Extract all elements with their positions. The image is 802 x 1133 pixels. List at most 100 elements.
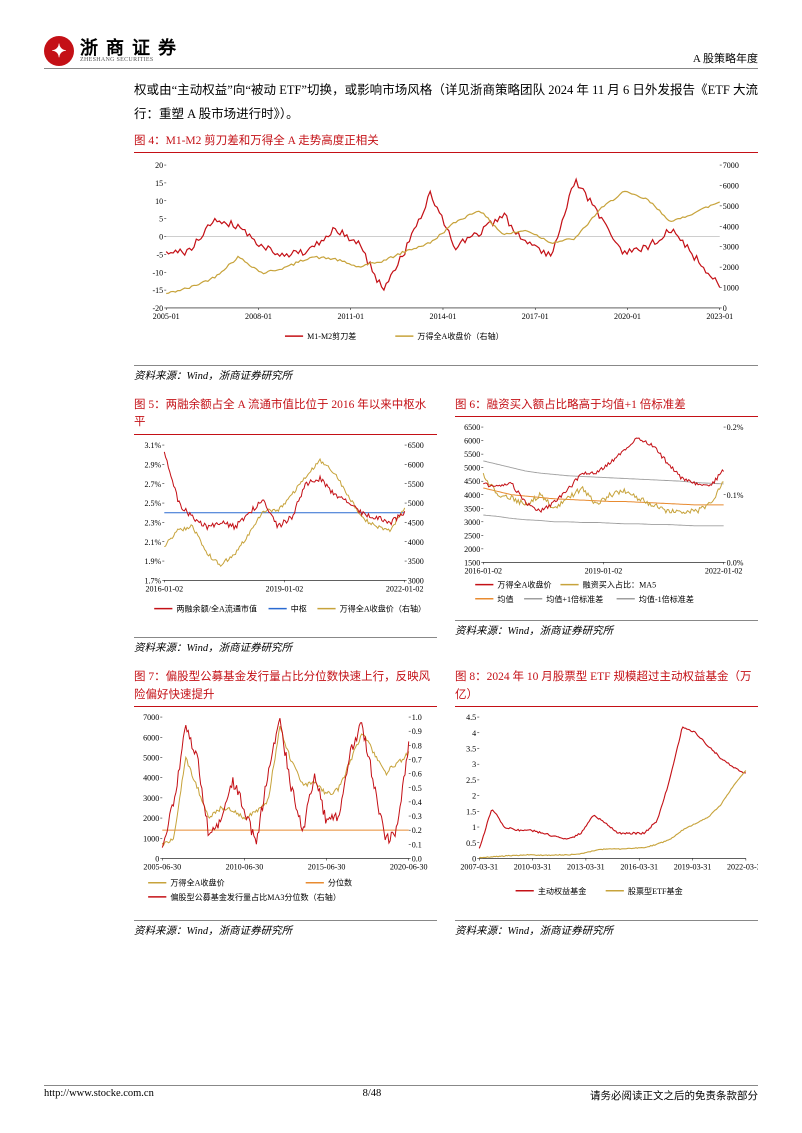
figure-6: 图 6：融资买入额占比略高于均值+1 倍标准差 1500200025003000… — [455, 397, 758, 655]
svg-text:均值: 均值 — [497, 594, 513, 604]
fig7-source: 资料来源：Wind，浙商证券研究所 — [134, 920, 437, 938]
fig7-chart: 010002000300040005000600070000.00.10.20.… — [134, 711, 437, 913]
svg-text:2019-03-31: 2019-03-31 — [674, 862, 712, 871]
svg-text:0.8: 0.8 — [412, 741, 422, 750]
svg-text:2020-06-30: 2020-06-30 — [390, 862, 428, 871]
svg-text:2019-01-02: 2019-01-02 — [266, 584, 304, 593]
svg-text:1.0: 1.0 — [412, 713, 422, 722]
svg-text:2000: 2000 — [723, 263, 739, 272]
svg-text:2.5: 2.5 — [466, 776, 476, 785]
svg-text:7000: 7000 — [723, 161, 739, 170]
svg-text:3500: 3500 — [408, 557, 424, 566]
svg-text:2015-06-30: 2015-06-30 — [308, 862, 346, 871]
svg-text:偏股型公募基金发行量占比MA3分位数（右轴）: 偏股型公募基金发行量占比MA3分位数（右轴） — [170, 892, 341, 902]
svg-text:5500: 5500 — [464, 450, 480, 459]
svg-text:6000: 6000 — [143, 733, 159, 742]
svg-text:0.2%: 0.2% — [727, 423, 744, 432]
svg-text:5000: 5000 — [408, 499, 424, 508]
svg-text:均值-1倍标准差: 均值-1倍标准差 — [639, 594, 694, 604]
svg-text:万得全A收盘价: 万得全A收盘价 — [497, 580, 551, 590]
svg-text:5500: 5500 — [408, 479, 424, 488]
fig5-chart: 1.7%1.9%2.1%2.3%2.5%2.7%2.9%3.1%30003500… — [134, 439, 437, 631]
svg-text:融资买入占比：MA5: 融资买入占比：MA5 — [583, 580, 656, 590]
svg-text:3: 3 — [472, 760, 476, 769]
brand-block: ✦ 浙商证券 ZHESHANG SECURITIES — [44, 36, 184, 66]
svg-text:2013-03-31: 2013-03-31 — [567, 862, 605, 871]
svg-text:20: 20 — [155, 161, 163, 170]
svg-text:6500: 6500 — [408, 441, 424, 450]
svg-text:5000: 5000 — [464, 464, 480, 473]
fig6-source: 资料来源：Wind，浙商证券研究所 — [455, 620, 758, 638]
figure-7: 图 7：偏股型公募基金发行量占比分位数快速上行，反映风险偏好快速提升 01000… — [134, 669, 437, 938]
svg-text:2.7%: 2.7% — [144, 479, 161, 488]
svg-text:2000: 2000 — [143, 814, 159, 823]
fig8-chart: 00.511.522.533.544.52007-03-312010-03-31… — [455, 711, 758, 913]
figure-8: 图 8：2024 年 10 月股票型 ETF 规模超过主动权益基金（万亿） 00… — [455, 669, 758, 938]
svg-text:3000: 3000 — [143, 794, 159, 803]
svg-text:2500: 2500 — [464, 532, 480, 541]
svg-text:6500: 6500 — [464, 423, 480, 432]
brand-en: ZHESHANG SECURITIES — [80, 57, 184, 63]
fig4-source: 资料来源：Wind，浙商证券研究所 — [134, 365, 758, 383]
svg-text:2.9%: 2.9% — [144, 460, 161, 469]
fig8-title: 图 8：2024 年 10 月股票型 ETF 规模超过主动权益基金（万亿） — [455, 669, 758, 707]
svg-text:6000: 6000 — [723, 181, 739, 190]
footer-url: http://www.stocke.com.cn — [44, 1088, 154, 1103]
svg-text:2022-01-02: 2022-01-02 — [386, 584, 424, 593]
svg-text:3.5: 3.5 — [466, 744, 476, 753]
svg-text:2017-01: 2017-01 — [522, 312, 549, 321]
svg-text:0.9: 0.9 — [412, 727, 422, 736]
svg-text:0.5: 0.5 — [412, 784, 422, 793]
fig4-chart: -20-15-10-505101520010002000300040005000… — [134, 157, 758, 358]
footer-page: 8/48 — [363, 1088, 382, 1103]
svg-text:M1-M2剪刀差: M1-M2剪刀差 — [307, 331, 356, 341]
fig8-source: 资料来源：Wind，浙商证券研究所 — [455, 920, 758, 938]
figure-4: 图 4：M1-M2 剪刀差和万得全 A 走势高度正相关 -20-15-10-50… — [134, 133, 758, 384]
svg-text:0.2: 0.2 — [412, 826, 422, 835]
svg-text:5000: 5000 — [723, 202, 739, 211]
svg-text:5000: 5000 — [143, 753, 159, 762]
svg-text:2014-01: 2014-01 — [430, 312, 457, 321]
svg-text:6000: 6000 — [464, 437, 480, 446]
svg-text:2005-01: 2005-01 — [153, 312, 180, 321]
svg-text:10: 10 — [155, 197, 163, 206]
page-footer: http://www.stocke.com.cn 8/48 请务必阅读正文之后的… — [44, 1085, 758, 1103]
svg-text:2019-01-02: 2019-01-02 — [585, 567, 623, 576]
svg-text:3.1%: 3.1% — [144, 441, 161, 450]
svg-text:股票型ETF基金: 股票型ETF基金 — [628, 886, 683, 896]
svg-text:2007-03-31: 2007-03-31 — [460, 862, 498, 871]
fig6-chart: 1500200025003000350040004500500055006000… — [455, 421, 758, 613]
svg-text:2.3%: 2.3% — [144, 518, 161, 527]
svg-text:2020-01: 2020-01 — [614, 312, 641, 321]
svg-text:0.1%: 0.1% — [727, 491, 744, 500]
svg-text:万得全A收盘价: 万得全A收盘价 — [170, 878, 224, 888]
svg-text:0: 0 — [159, 232, 163, 241]
svg-text:7000: 7000 — [143, 713, 159, 722]
svg-text:4000: 4000 — [464, 491, 480, 500]
svg-text:主动权益基金: 主动权益基金 — [538, 886, 586, 896]
svg-text:2011-01: 2011-01 — [337, 312, 364, 321]
svg-text:中枢: 中枢 — [291, 603, 307, 613]
svg-text:2000: 2000 — [464, 545, 480, 554]
svg-text:2016-01-02: 2016-01-02 — [464, 567, 502, 576]
svg-text:4000: 4000 — [143, 774, 159, 783]
svg-text:4.5: 4.5 — [466, 713, 476, 722]
svg-text:2.1%: 2.1% — [144, 537, 161, 546]
svg-text:1000: 1000 — [143, 834, 159, 843]
svg-text:1.9%: 1.9% — [144, 557, 161, 566]
svg-text:0.7: 0.7 — [412, 755, 422, 764]
figure-5: 图 5：两融余额占全 A 流通市值比位于 2016 年以来中枢水平 1.7%1.… — [134, 397, 437, 655]
body-paragraph: 权或由“主动权益”向“被动 ETF”切换，或影响市场风格（详见浙商策略团队 20… — [134, 79, 758, 127]
fig5-source: 资料来源：Wind，浙商证券研究所 — [134, 637, 437, 655]
svg-text:2: 2 — [472, 792, 476, 801]
fig4-title: 图 4：M1-M2 剪刀差和万得全 A 走势高度正相关 — [134, 133, 758, 153]
svg-text:1000: 1000 — [723, 283, 739, 292]
svg-text:两融余额/全A流通市值: 两融余额/全A流通市值 — [176, 603, 257, 613]
svg-text:万得全A收盘价（右轴）: 万得全A收盘价（右轴） — [340, 603, 426, 613]
svg-text:0.1: 0.1 — [412, 840, 422, 849]
svg-text:2010-03-31: 2010-03-31 — [514, 862, 552, 871]
svg-text:0.3: 0.3 — [412, 812, 422, 821]
brand-logo-icon: ✦ — [44, 36, 74, 66]
svg-text:2008-01: 2008-01 — [245, 312, 272, 321]
svg-text:4500: 4500 — [464, 478, 480, 487]
